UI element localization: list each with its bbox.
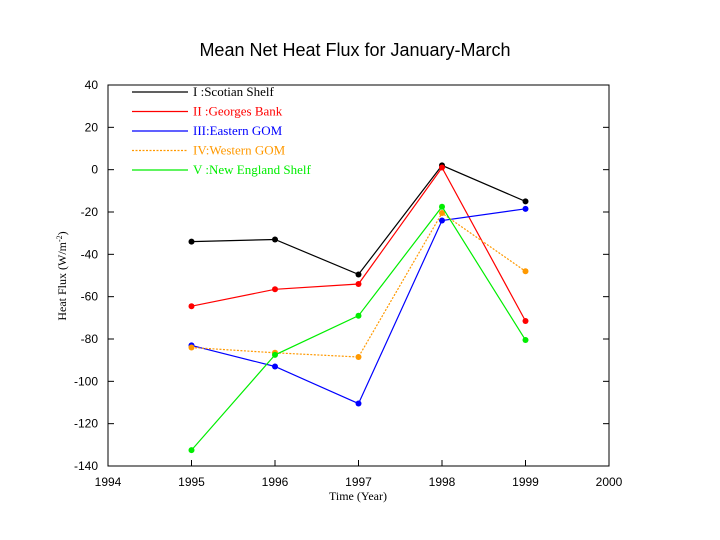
legend-item: IV:Western GOM: [132, 143, 286, 158]
y-tick-label: -80: [81, 332, 99, 346]
data-point: [522, 205, 529, 212]
x-tick-label: 1996: [262, 475, 289, 489]
series-1: [188, 162, 529, 278]
x-tick-label: 1997: [345, 475, 372, 489]
legend-label: V :New England Shelf: [193, 162, 311, 177]
series-5: [188, 203, 529, 454]
x-tick-label: 1998: [429, 475, 456, 489]
x-tick-label: 2000: [596, 475, 623, 489]
legend-item: II :Georges Bank: [132, 104, 283, 119]
legend: I :Scotian Shelf II :Georges Bank III:East…: [132, 84, 311, 177]
data-point: [188, 447, 195, 454]
legend-item: V :New England Shelf: [132, 162, 311, 177]
series-line: [191, 166, 527, 322]
data-point: [522, 337, 529, 344]
data-point: [522, 198, 529, 205]
y-tick-label: 40: [85, 78, 99, 92]
series-line: [191, 208, 526, 405]
y-axis: 40 20 0 -20 -40 -60 -80 -100 -120 -140: [74, 78, 609, 473]
data-point: [272, 286, 278, 293]
y-tick-label: -20: [81, 205, 99, 219]
series-layer: [188, 162, 529, 454]
data-point: [439, 210, 445, 217]
data-point: [355, 271, 362, 278]
x-axis: 1994 1995 1996 1997 1998 1999 2000: [95, 460, 623, 489]
data-point: [355, 353, 362, 360]
legend-label: I :Scotian Shelf: [193, 84, 275, 99]
legend-label: IV:Western GOM: [193, 143, 286, 158]
data-point: [272, 351, 278, 358]
legend-label: II :Georges Bank: [193, 104, 283, 119]
data-point: [188, 238, 195, 245]
y-axis-label: Heat Flux (W/m-2): [55, 231, 69, 320]
data-point: [522, 268, 529, 275]
x-tick-label: 1995: [178, 475, 205, 489]
x-tick-label: 1994: [95, 475, 122, 489]
data-point: [522, 318, 529, 325]
chart-title: Mean Net Heat Flux for January-March: [199, 40, 510, 60]
series-line: [191, 212, 526, 358]
y-axis-label-text: Heat Flux (W/m: [55, 241, 69, 320]
series-2: [188, 164, 529, 325]
data-point: [355, 312, 362, 319]
y-axis-label-exponent: -2: [55, 235, 64, 242]
data-point: [439, 203, 445, 210]
legend-item: I :Scotian Shelf: [132, 84, 275, 99]
data-point: [272, 363, 278, 370]
data-point: [272, 236, 278, 243]
x-axis-label: Time (Year): [329, 489, 387, 503]
data-point: [439, 217, 445, 224]
series-line: [191, 205, 527, 451]
data-point: [188, 344, 195, 351]
legend-item: III:Eastern GOM: [132, 123, 283, 138]
y-tick-label: 0: [91, 163, 98, 177]
data-point: [355, 280, 362, 287]
data-point: [188, 303, 195, 310]
series-line: [191, 164, 526, 276]
y-tick-label: -40: [81, 247, 99, 261]
y-axis-label-close: ): [55, 231, 69, 235]
y-tick-label: 20: [85, 120, 99, 134]
x-tick-label: 1999: [512, 475, 539, 489]
data-point: [355, 400, 362, 407]
y-tick-label: -140: [74, 459, 98, 473]
legend-label: III:Eastern GOM: [193, 123, 283, 138]
data-point: [439, 164, 445, 171]
y-tick-label: -100: [74, 374, 98, 388]
y-tick-label: -60: [81, 290, 99, 304]
series-3: [188, 205, 529, 407]
y-tick-label: -120: [74, 417, 98, 431]
